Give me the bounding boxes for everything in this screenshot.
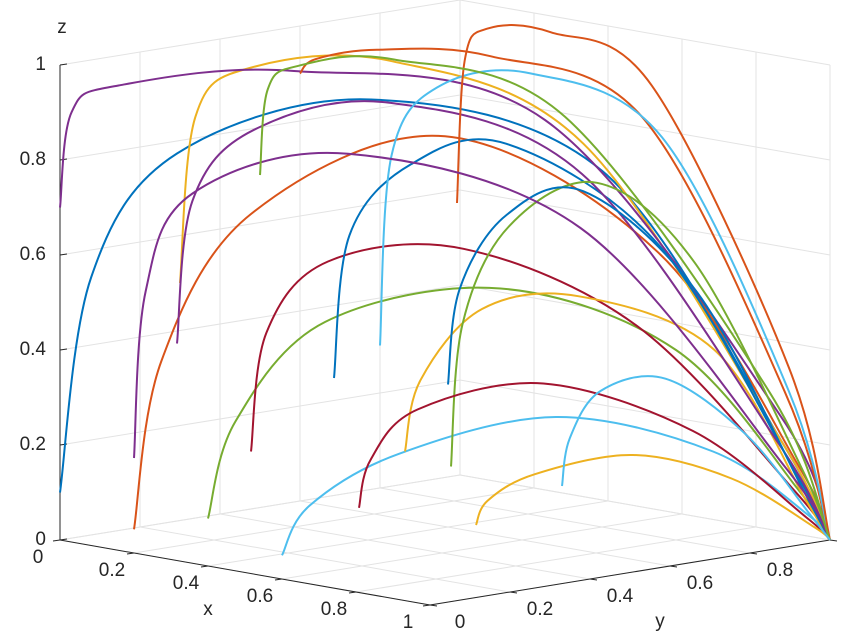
y-tick-label: 0.8 — [767, 560, 793, 581]
trajectory — [450, 180, 831, 541]
x-tick-label: 0.8 — [321, 599, 347, 620]
z-tick — [59, 63, 68, 66]
trajectory — [475, 453, 831, 541]
x-tick — [274, 578, 283, 581]
grid-line — [139, 52, 511, 593]
grid-line — [355, 52, 757, 593]
trajectory — [404, 292, 831, 541]
x-tick-label: 1 — [403, 612, 414, 633]
trajectory — [358, 382, 831, 541]
z-tick-label: 1 — [35, 54, 46, 75]
trajectory — [250, 243, 831, 541]
y-tick-label: 0 — [455, 612, 466, 633]
z-tick-label: 0 — [35, 529, 46, 550]
x-tick-label: 0.2 — [99, 560, 125, 581]
y-tick — [749, 552, 758, 555]
grid-line — [59, 379, 831, 446]
trajectory — [281, 415, 831, 556]
grid-line — [459, 0, 831, 541]
grid-line — [59, 0, 461, 541]
y-tick — [589, 578, 598, 581]
x-tick — [348, 591, 357, 594]
y-axis — [429, 539, 831, 606]
trajectory — [207, 286, 831, 541]
grid-line — [379, 13, 751, 554]
z-tick-label: 0.4 — [20, 339, 47, 360]
grid-line — [59, 94, 831, 161]
z-tick-label: 0.6 — [20, 244, 46, 265]
x-axis — [59, 539, 431, 606]
trajectory — [59, 68, 831, 541]
trajectory — [133, 134, 831, 541]
y-tick — [429, 604, 438, 607]
grid-line — [133, 13, 535, 554]
z-tick — [59, 348, 68, 351]
z-tick-label: 0.2 — [20, 434, 46, 455]
trajectory — [447, 186, 831, 541]
y-tick — [829, 539, 838, 542]
y-tick-label: 0.6 — [687, 573, 713, 594]
x-tick — [200, 565, 209, 568]
y-tick — [669, 565, 678, 568]
trajectory — [299, 47, 831, 541]
grid-line — [219, 39, 591, 580]
x-axis-label: x — [203, 599, 213, 620]
z-tick-label: 0.8 — [20, 149, 46, 170]
trajectory — [133, 151, 831, 541]
y-axis-label: y — [655, 611, 665, 632]
z-tick — [59, 538, 68, 541]
trajectory — [561, 375, 831, 541]
z-tick — [59, 253, 68, 256]
y-tick-label: 0.2 — [527, 599, 553, 620]
x-tick — [126, 552, 135, 555]
z-axis-label: z — [57, 17, 67, 38]
trajectory — [456, 24, 831, 541]
x-tick-label: 0.4 — [173, 573, 200, 594]
x-tick-label: 0 — [33, 547, 44, 568]
grid-line — [59, 0, 831, 66]
x-tick — [422, 604, 431, 607]
trajectory — [259, 55, 831, 541]
y-tick — [509, 591, 518, 594]
trajectory — [176, 100, 831, 541]
y-tick-label: 0.4 — [607, 586, 634, 607]
x-tick — [52, 539, 61, 542]
grid-line — [299, 26, 671, 567]
x-tick-label: 0.6 — [247, 586, 273, 607]
grid-line — [59, 474, 831, 541]
